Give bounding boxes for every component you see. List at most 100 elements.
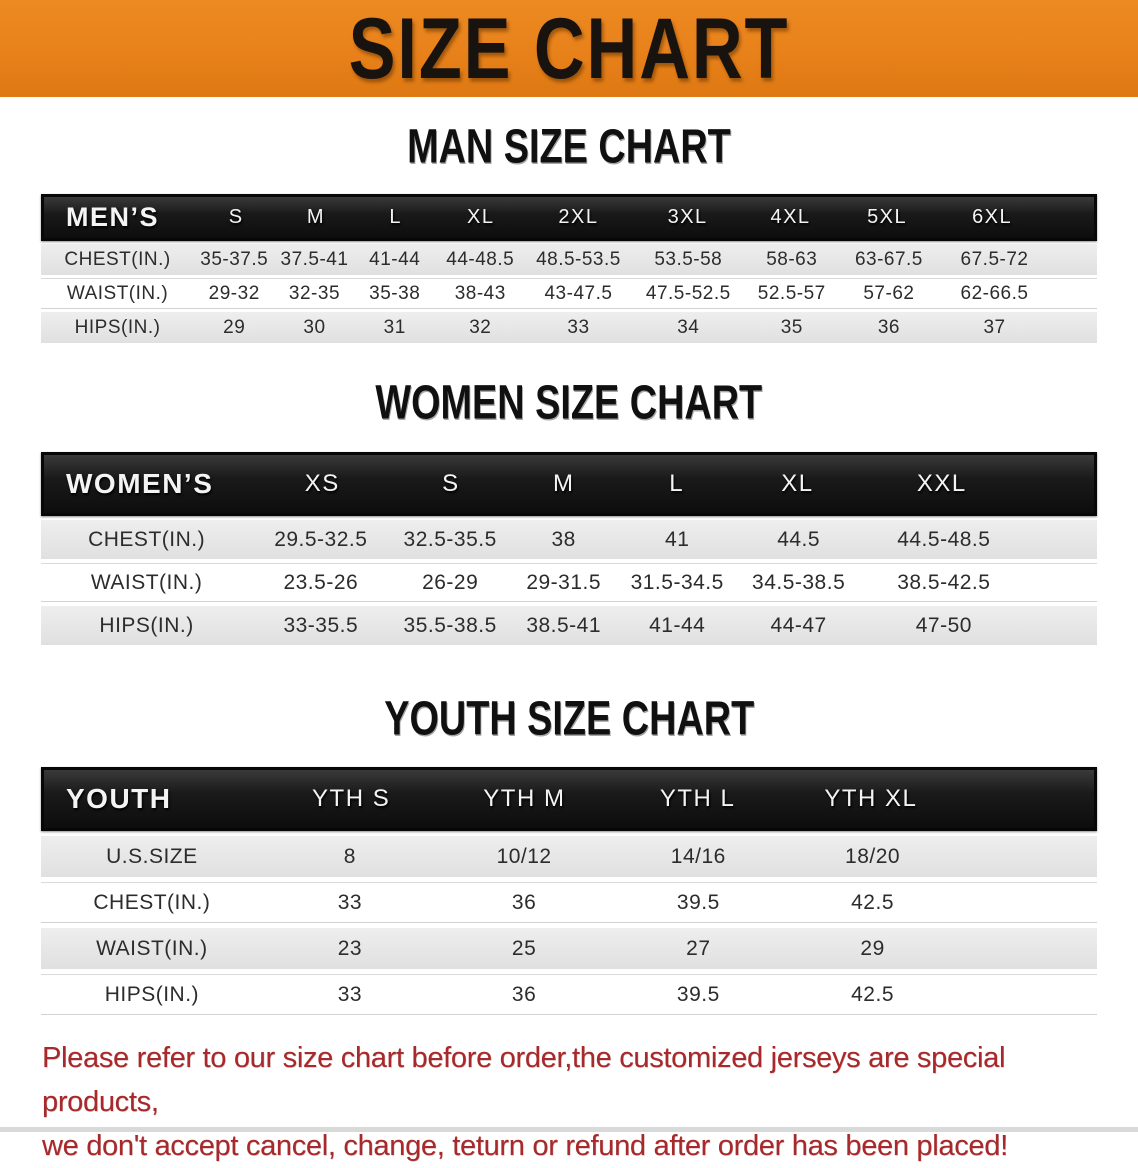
table-row: CHEST(IN.) 29.5-32.5 32.5-35.5 38 41 44.5 44.5…: [41, 520, 1097, 559]
size-header-cell: S: [442, 470, 460, 497]
size-header-cell: YTH M: [483, 785, 566, 812]
row-label-cell: HIPS(IN.): [104, 982, 200, 1006]
table-row: WAIST(IN.) 29-32 32-35 35-38 38-43 43-47.5 47.…: [41, 278, 1097, 309]
table-title-cell: MEN’S: [66, 202, 160, 232]
value-cell: 41: [665, 527, 690, 551]
table-title-cell: YOUTH: [66, 783, 172, 814]
value-cell: 23.5-26: [283, 570, 359, 594]
value-cell: 63-67.5: [854, 248, 923, 270]
page-title: SIZE CHART: [348, 0, 790, 97]
value-cell: 33-35.5: [283, 613, 359, 637]
table-title-cell: WOMEN’S: [66, 468, 214, 499]
table-row: U.S.SIZE 8 10/12 14/16 18/20: [41, 836, 1097, 877]
value-cell: 48.5-53.5: [536, 248, 621, 270]
men-chart-heading: MAN SIZE CHART: [0, 97, 1138, 174]
table-header-row: YOUTH YTH S YTH M YTH L YTH XL: [41, 767, 1097, 831]
size-header-cell: 4XL: [770, 206, 811, 228]
value-cell: 31: [383, 316, 406, 338]
value-cell: 47.5-52.5: [645, 282, 731, 304]
value-cell: 44-47: [770, 613, 827, 637]
value-cell: 33: [567, 316, 590, 338]
youth-chart-heading-text: YOUTH SIZE CHART: [383, 692, 754, 746]
women-chart-heading: WOMEN SIZE CHART: [0, 343, 1138, 430]
women-chart-heading-text: WOMEN SIZE CHART: [375, 376, 763, 430]
men-size-section: MAN SIZE CHART MEN’S S M L XL 2XL 3XL 4XL 5XL 6XL…: [0, 97, 1138, 343]
value-cell: 36: [877, 316, 900, 338]
men-size-table: MEN’S S M L XL 2XL 3XL 4XL 5XL 6XL CHEST(IN.) 35-37…: [41, 194, 1097, 343]
size-header-cell: M: [306, 206, 326, 228]
image-bottom-edge: [0, 1127, 1138, 1132]
value-cell: 57-62: [863, 282, 915, 304]
value-cell: 29: [860, 936, 885, 960]
banner: SIZE CHART: [0, 0, 1138, 97]
value-cell: 38-43: [454, 282, 506, 304]
row-label-cell: CHEST(IN.): [88, 527, 206, 551]
size-header-cell: XXL: [916, 470, 967, 497]
table-row: HIPS(IN.) 33 36 39.5 42.5: [41, 974, 1097, 1015]
youth-size-section: YOUTH SIZE CHART YOUTH YTH S YTH M YTH L YTH…: [0, 645, 1138, 1015]
table-row: WAIST(IN.) 23 25 27 29: [41, 928, 1097, 969]
value-cell: 29-31.5: [526, 570, 602, 594]
value-cell: 10/12: [496, 844, 552, 868]
value-cell: 33: [337, 982, 363, 1006]
value-cell: 42.5: [851, 890, 894, 914]
value-cell: 32-35: [288, 282, 341, 304]
size-header-cell: XL: [781, 470, 814, 497]
value-cell: 26-29: [422, 570, 479, 594]
row-label-cell: WAIST(IN.): [66, 282, 169, 304]
value-cell: 38.5-42.5: [897, 570, 991, 594]
value-cell: 27: [686, 936, 711, 960]
size-header-cell: 3XL: [667, 206, 708, 228]
value-cell: 39.5: [676, 890, 720, 914]
value-cell: 52.5-57: [757, 282, 826, 304]
table-header-row: MEN’S S M L XL 2XL 3XL 4XL 5XL 6XL: [41, 194, 1097, 241]
value-cell: 53.5-58: [654, 248, 723, 270]
size-header-cell: 6XL: [972, 206, 1013, 228]
table-row: CHEST(IN.) 35-37.5 37.5-41 41-44 44-48.5 48.5…: [41, 244, 1097, 275]
row-label-cell: HIPS(IN.): [99, 613, 194, 637]
value-cell: 36: [511, 890, 537, 914]
value-cell: 35-37.5: [200, 248, 269, 270]
value-cell: 14/16: [670, 844, 726, 868]
value-cell: 62-66.5: [960, 282, 1029, 304]
table-row: HIPS(IN.) 29 30 31 32 33 34 35 36 37: [41, 312, 1097, 343]
youth-size-table: YOUTH YTH S YTH M YTH L YTH XL U.S.SIZE 8 10/12…: [41, 767, 1097, 1015]
value-cell: 29-32: [208, 282, 260, 304]
table-row: HIPS(IN.) 33-35.5 35.5-38.5 38.5-41 41-44 44-…: [41, 606, 1097, 645]
value-cell: 41-44: [369, 248, 421, 270]
size-header-cell: L: [389, 206, 403, 228]
size-header-cell: 5XL: [867, 206, 908, 228]
youth-chart-heading: YOUTH SIZE CHART: [0, 645, 1138, 746]
value-cell: 8: [343, 844, 356, 868]
value-cell: 35: [780, 316, 803, 338]
value-cell: 38.5-41: [526, 613, 602, 637]
row-label-cell: HIPS(IN.): [74, 316, 161, 338]
women-size-section: WOMEN SIZE CHART WOMEN’S XS S M L XL XXL CHEST(…: [0, 343, 1138, 645]
value-cell: 30: [303, 316, 326, 338]
value-cell: 67.5-72: [960, 248, 1029, 270]
size-header-cell: XL: [467, 206, 495, 228]
value-cell: 25: [511, 936, 537, 960]
value-cell: 42.5: [851, 982, 894, 1006]
value-cell: 37: [983, 316, 1006, 338]
value-cell: 29: [223, 316, 246, 338]
table-row: CHEST(IN.) 33 36 39.5 42.5: [41, 882, 1097, 923]
value-cell: 35.5-38.5: [403, 613, 497, 637]
size-header-cell: 2XL: [558, 206, 599, 228]
value-cell: 33: [337, 890, 363, 914]
men-chart-heading-text: MAN SIZE CHART: [407, 120, 731, 174]
value-cell: 58-63: [766, 248, 818, 270]
value-cell: 44-48.5: [446, 248, 515, 270]
row-label-cell: WAIST(IN.): [90, 570, 203, 594]
size-header-cell: XS: [304, 470, 340, 497]
row-label-cell: WAIST(IN.): [96, 936, 208, 960]
value-cell: 29.5-32.5: [274, 527, 368, 551]
value-cell: 43-47.5: [544, 282, 613, 304]
value-cell: 47-50: [915, 613, 972, 637]
value-cell: 44.5: [777, 527, 821, 551]
value-cell: 31.5-34.5: [630, 570, 724, 594]
disclaimer-line-1: Please refer to our size chart before or…: [42, 1042, 1006, 1118]
value-cell: 37.5-41: [280, 248, 349, 270]
value-cell: 32.5-35.5: [403, 527, 497, 551]
value-cell: 34: [677, 316, 700, 338]
